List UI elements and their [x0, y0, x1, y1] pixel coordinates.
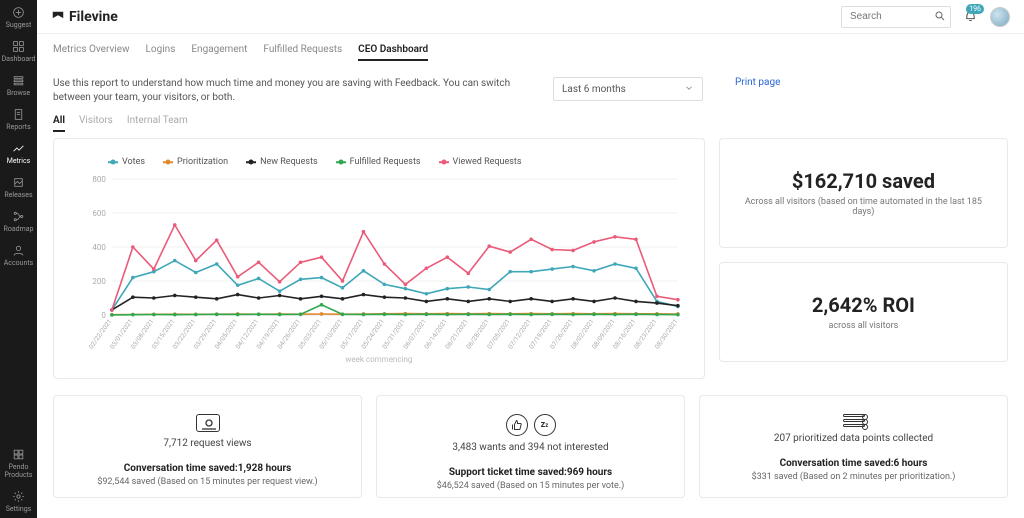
- legend-label: Prioritization: [177, 157, 228, 167]
- report-tabs: Metrics Overview Logins Engagement Fulfille…: [53, 34, 1008, 69]
- legend-label: Votes: [122, 157, 145, 167]
- intro-text: Use this report to understand how much t…: [53, 77, 533, 105]
- bstat-summary: 207 prioritized data points collected: [710, 433, 997, 444]
- svg-text:400: 400: [92, 243, 106, 252]
- sidebar-label: Reports: [6, 123, 30, 131]
- sidebar-item-reports[interactable]: Reports: [0, 102, 37, 136]
- search-icon: [934, 10, 946, 25]
- roi-value: 2,642% ROI: [734, 293, 993, 317]
- chart-legend: Votes Prioritization New Requests Fulfil…: [108, 157, 690, 167]
- bstat-dollars-saved: $331 saved (Based on 2 minutes per prior…: [710, 472, 997, 482]
- sidebar-item-metrics[interactable]: Metrics: [0, 136, 37, 170]
- print-link[interactable]: Print page: [735, 77, 780, 88]
- sidebar-item-releases[interactable]: Releases: [0, 170, 37, 204]
- tab-logins[interactable]: Logins: [146, 44, 176, 61]
- roi-sub: across all visitors: [734, 321, 993, 331]
- period-label: Last 6 months: [562, 84, 626, 95]
- sidebar-item-accounts[interactable]: Accounts: [0, 238, 37, 272]
- sidebar-item-pendo[interactable]: Pendo Products: [0, 442, 37, 484]
- sidebar-label: Suggest: [6, 21, 32, 29]
- subtab-internal-team[interactable]: Internal Team: [127, 115, 188, 132]
- views-icon: [196, 414, 220, 432]
- line-chart: 020040060080002/22/202103/01/202103/08/2…: [68, 173, 690, 353]
- roi-card: 2,642% ROI across all visitors: [719, 262, 1008, 362]
- tab-metrics-overview[interactable]: Metrics Overview: [53, 44, 130, 61]
- sidebar-label: Releases: [4, 191, 32, 199]
- svg-text:800: 800: [92, 175, 106, 184]
- bottom-stat-card: 7,712 request views Conversation time sa…: [53, 395, 362, 498]
- bstat-time-saved: Conversation time saved:6 hours: [710, 458, 997, 469]
- legend-marker: [246, 160, 256, 164]
- sidebar-item-browse[interactable]: Browse: [0, 68, 37, 102]
- sidebar-label: Settings: [6, 505, 32, 513]
- legend-marker: [108, 160, 118, 164]
- svg-text:200: 200: [92, 277, 106, 286]
- bstat-time-saved: Conversation time saved:1,928 hours: [64, 463, 351, 474]
- sidebar-label: Pendo Products: [0, 463, 37, 479]
- legend-marker: [163, 160, 173, 164]
- priority-icon: [843, 414, 865, 427]
- saved-sub: Across all visitors (based on time autom…: [734, 197, 993, 217]
- chart-card: Votes Prioritization New Requests Fulfil…: [53, 138, 705, 379]
- bottom-stat-card: zz 3,483 wants and 394 not interested Su…: [376, 395, 685, 498]
- sidebar-label: Metrics: [7, 157, 30, 165]
- legend-item: New Requests: [246, 157, 318, 167]
- bstat-dollars-saved: $92,544 saved (Based on 15 minutes per r…: [64, 477, 351, 487]
- sidebar-item-settings[interactable]: Settings: [0, 484, 37, 518]
- brand-name: Filevine: [69, 9, 118, 25]
- sidebar-label: Roadmap: [4, 225, 34, 233]
- header: Filevine 196: [37, 0, 1024, 34]
- avatar[interactable]: [990, 7, 1010, 27]
- legend-item: Prioritization: [163, 157, 228, 167]
- sidebar-item-dashboard[interactable]: Dashboard: [0, 34, 37, 68]
- notifications-badge: 196: [966, 4, 984, 14]
- bstat-summary: 3,483 wants and 394 not interested: [387, 442, 674, 453]
- legend-marker: [439, 160, 449, 164]
- sidebar-label: Browse: [7, 89, 30, 97]
- svg-text:600: 600: [92, 209, 106, 218]
- bstat-time-saved: Support ticket time saved:969 hours: [387, 467, 674, 478]
- bstat-dollars-saved: $46,524 saved (Based on 15 minutes per v…: [387, 481, 674, 491]
- notifications-icon[interactable]: 196: [963, 8, 978, 26]
- x-axis-caption: week commencing: [68, 355, 690, 364]
- sidebar: Suggest Dashboard Browse Reports Metrics…: [0, 0, 37, 518]
- sidebar-item-roadmap[interactable]: Roadmap: [0, 204, 37, 238]
- tab-fulfilled-requests[interactable]: Fulfilled Requests: [263, 44, 342, 61]
- saved-card: $162,710 saved Across all visitors (base…: [719, 138, 1008, 248]
- legend-label: Fulfilled Requests: [350, 157, 421, 167]
- legend-item: Fulfilled Requests: [336, 157, 421, 167]
- bottom-stat-card: 207 prioritized data points collected Co…: [699, 395, 1008, 498]
- legend-label: New Requests: [260, 157, 318, 167]
- bstat-summary: 7,712 request views: [64, 438, 351, 449]
- search-box[interactable]: [841, 6, 951, 28]
- snooze-icon: zz: [534, 414, 556, 436]
- period-select[interactable]: Last 6 months: [553, 77, 703, 101]
- sidebar-label: Dashboard: [2, 55, 36, 63]
- legend-item: Votes: [108, 157, 145, 167]
- tab-ceo-dashboard[interactable]: CEO Dashboard: [358, 44, 428, 61]
- brand-logo: Filevine: [51, 9, 118, 25]
- subtab-all[interactable]: All: [53, 115, 65, 132]
- thumbs-up-icon: [506, 414, 528, 436]
- chevron-down-icon: [684, 83, 694, 96]
- legend-marker: [336, 160, 346, 164]
- saved-amount: $162,710 saved: [734, 169, 993, 193]
- sidebar-label: Accounts: [4, 259, 34, 267]
- tab-engagement[interactable]: Engagement: [191, 44, 247, 61]
- subtab-visitors[interactable]: Visitors: [79, 115, 113, 132]
- sidebar-item-suggest[interactable]: Suggest: [0, 0, 37, 34]
- sub-tabs: All Visitors Internal Team: [53, 115, 1008, 132]
- legend-item: Viewed Requests: [439, 157, 522, 167]
- legend-label: Viewed Requests: [453, 157, 522, 167]
